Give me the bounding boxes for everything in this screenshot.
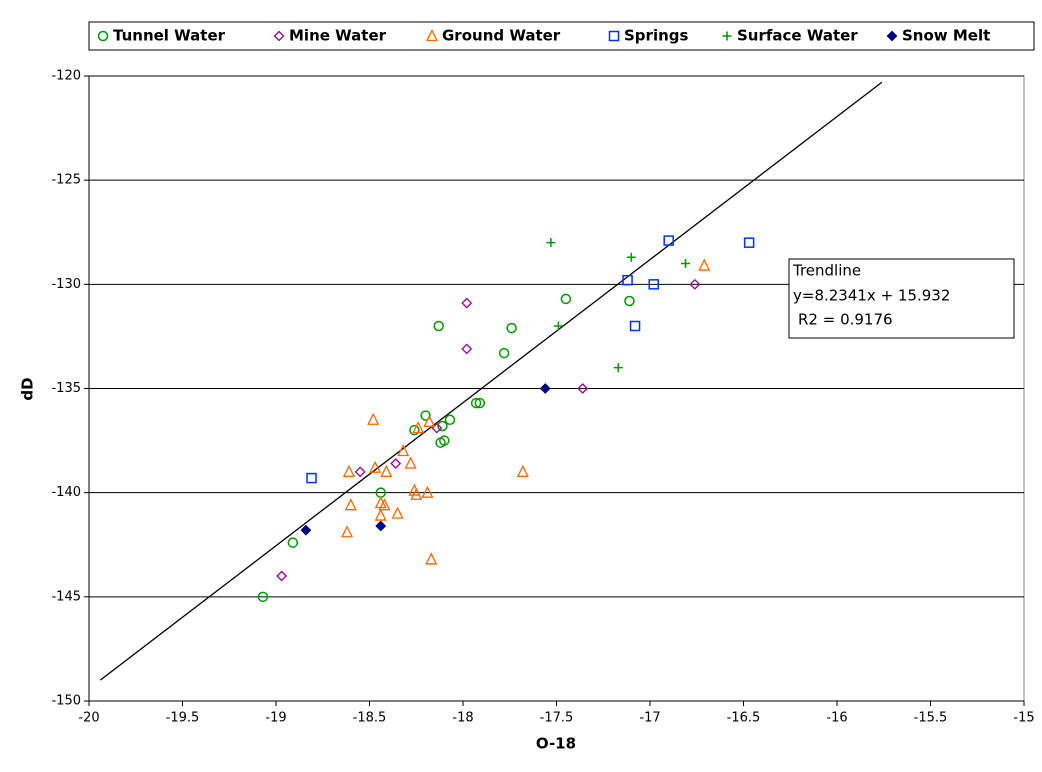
point (539, 383, 551, 394)
point (404, 456, 417, 469)
point (681, 259, 691, 268)
y-axis-label: dD (19, 377, 37, 400)
point (433, 320, 444, 332)
y-tick-label: -125 (51, 173, 81, 188)
point (354, 466, 366, 478)
point (516, 464, 529, 477)
point (287, 537, 299, 548)
point (367, 412, 380, 425)
point (546, 238, 556, 248)
point (553, 321, 563, 331)
point (577, 383, 589, 394)
point (663, 235, 674, 246)
point (560, 293, 572, 305)
point (412, 421, 425, 434)
y-tick-label: -150 (51, 694, 81, 709)
point (423, 414, 436, 427)
x-tick-label: -20 (78, 711, 99, 726)
annotation-text: y=8.2341x + 15.932 (793, 287, 950, 305)
point (437, 420, 448, 432)
trendline (99, 81, 883, 681)
point (342, 464, 355, 477)
annotation-text: R2 = 0.9176 (798, 311, 893, 329)
annotation-box (788, 258, 1015, 339)
point (626, 252, 636, 262)
point (390, 458, 402, 469)
point (257, 591, 269, 603)
legend-marker (886, 30, 898, 42)
point (698, 258, 711, 271)
point (374, 508, 387, 521)
point (474, 397, 486, 409)
point (369, 460, 382, 473)
x-tick-label: -18 (452, 711, 473, 726)
y-tick-label: -120 (51, 69, 81, 84)
legend-label: Snow Melt (902, 27, 990, 45)
legend-label: Tunnel Water (113, 27, 226, 45)
point (391, 506, 404, 519)
point (629, 320, 641, 332)
point (689, 278, 701, 290)
point (470, 397, 482, 409)
point (461, 343, 473, 355)
point (341, 525, 354, 538)
x-axis-label: O-18 (536, 735, 576, 753)
point (498, 347, 510, 359)
point (622, 274, 633, 286)
x-tick-label: -16.5 (727, 711, 761, 726)
legend-marker (273, 30, 285, 42)
x-tick-label: -17.5 (540, 711, 574, 726)
point (613, 363, 623, 373)
x-tick-label: -17 (639, 711, 660, 726)
point (648, 279, 659, 290)
point (461, 297, 473, 309)
x-tick-label: -19.5 (166, 711, 200, 726)
point (380, 464, 393, 477)
legend-marker (97, 30, 109, 42)
legend-label: Ground Water (442, 27, 561, 45)
point (306, 472, 317, 484)
x-tick-label: -15 (1013, 711, 1034, 726)
y-tick-label: -145 (51, 589, 81, 604)
point (425, 552, 438, 565)
annotation-text: Trendline (792, 262, 861, 280)
point (439, 435, 450, 446)
legend-box (88, 21, 1035, 51)
point (506, 322, 517, 334)
point (378, 498, 391, 511)
point (410, 487, 423, 500)
y-tick-label: -130 (51, 277, 81, 292)
legend-marker (608, 30, 620, 42)
legend-label: Surface Water (737, 27, 858, 45)
point (344, 498, 357, 511)
point (624, 295, 635, 307)
point (421, 485, 434, 498)
point (276, 570, 288, 582)
point (375, 520, 387, 532)
point (300, 524, 312, 536)
point (743, 237, 755, 248)
y-tick-label: -140 (51, 485, 81, 500)
x-tick-label: -15.5 (914, 711, 948, 726)
legend-label: Mine Water (289, 27, 387, 45)
legend-label: Springs (624, 27, 688, 45)
x-tick-label: -19 (265, 711, 286, 726)
point (409, 424, 420, 436)
legend-marker (722, 31, 732, 41)
legend-marker (425, 29, 439, 42)
y-tick-label: -135 (51, 381, 81, 396)
point (420, 410, 431, 421)
point (397, 444, 410, 457)
x-tick-label: -18.5 (353, 711, 387, 726)
x-tick-label: -16 (826, 711, 847, 726)
point (444, 414, 456, 425)
